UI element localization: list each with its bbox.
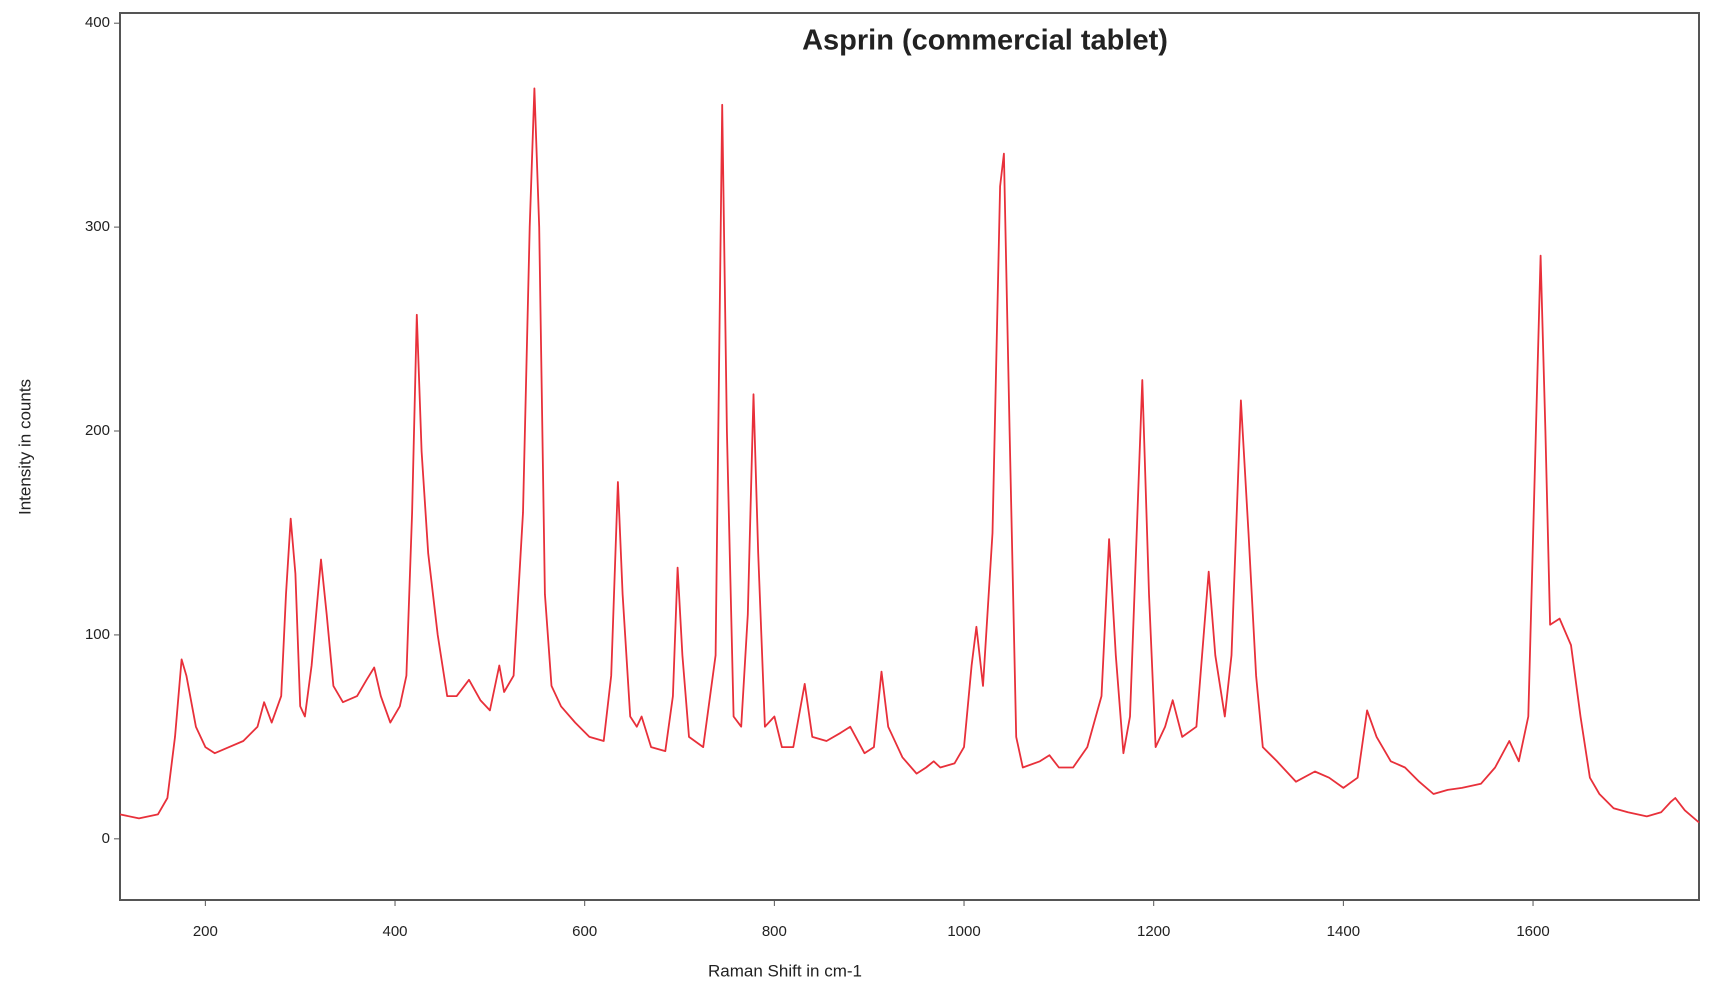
y-axis-label: Intensity in counts	[15, 379, 34, 515]
plot-frame	[119, 12, 1700, 901]
x-axis-label: Raman Shift in cm-1	[708, 961, 862, 980]
x-tick-label: 200	[193, 923, 218, 940]
x-tick-label: 1200	[1137, 923, 1170, 940]
x-tick-label: 800	[762, 923, 787, 940]
y-tick-label: 200	[85, 422, 110, 439]
x-tick-label: 1000	[947, 923, 980, 940]
y-tick-label: 0	[102, 830, 110, 847]
y-tick-label: 300	[85, 218, 110, 235]
x-tick-label: 1400	[1327, 923, 1360, 940]
y-tick-label: 400	[85, 14, 110, 31]
x-tick-label: 600	[572, 923, 597, 940]
x-tick-label: 400	[383, 923, 408, 940]
x-tick-label: 1600	[1516, 923, 1549, 940]
spectrum-line	[119, 87, 1700, 824]
y-tick-label: 100	[85, 626, 110, 643]
chart-title: Asprin (commercial tablet)	[802, 25, 1168, 57]
